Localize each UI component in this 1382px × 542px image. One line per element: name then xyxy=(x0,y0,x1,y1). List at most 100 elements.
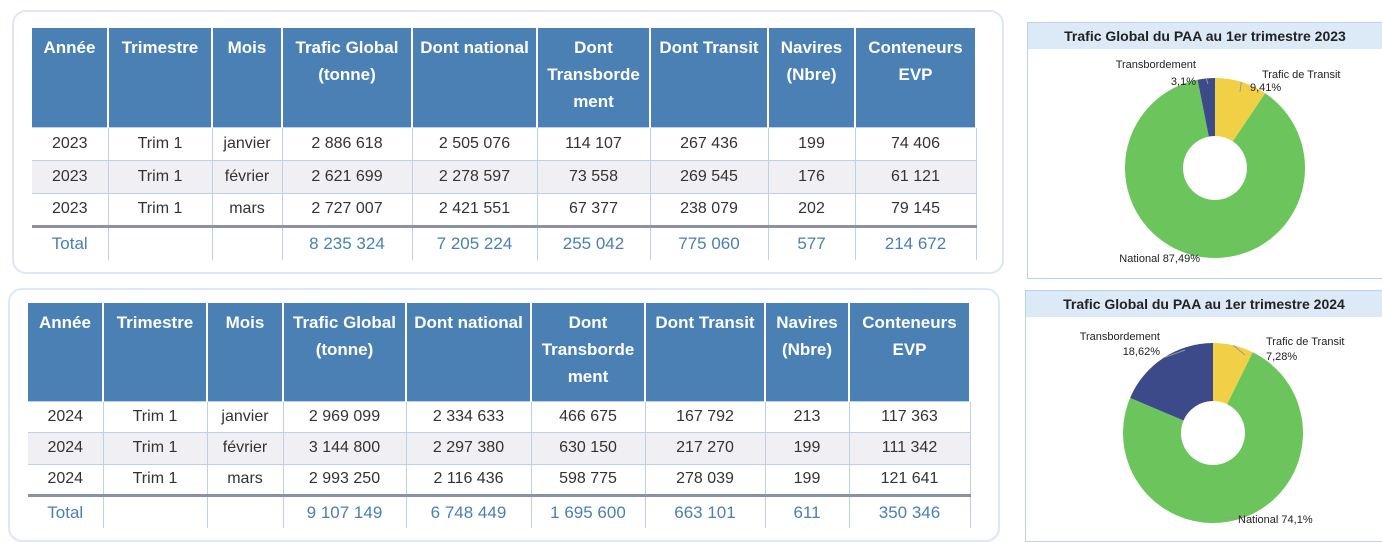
total-cell: 7 205 224 xyxy=(412,224,538,260)
total-cell: 775 060 xyxy=(650,224,769,260)
category-label: Transbordement xyxy=(1116,59,1196,71)
slice-label: Trafic de Transit xyxy=(1266,336,1344,348)
total-row: Total 9 107 149 6 748 449 1 695 600 663 101 6… xyxy=(28,494,971,528)
cell: 117 363 xyxy=(849,400,971,433)
cell: 2023 xyxy=(32,192,109,226)
donut-slice xyxy=(1125,79,1305,259)
chart-title: Trafic Global du PAA au 1er trimestre 20… xyxy=(1028,23,1382,49)
total-cell: 214 672 xyxy=(855,224,977,260)
column-header: Trafic Global (tonne) xyxy=(282,28,413,127)
cell: 61 121 xyxy=(855,159,977,193)
cell: 2024 xyxy=(28,432,104,464)
total-cell: 255 042 xyxy=(537,224,651,260)
donut-slice xyxy=(1123,352,1303,523)
cell: 2023 xyxy=(32,159,109,193)
cell: 2 886 618 xyxy=(282,126,413,160)
column-header: Dont Transit xyxy=(645,303,766,401)
cell: 2 116 436 xyxy=(406,463,532,496)
total-row: Total 8 235 324 7 205 224 255 042 775 060 577… xyxy=(32,224,977,260)
category-label: National xyxy=(1238,514,1278,526)
cell: 2 297 380 xyxy=(406,432,532,464)
total-label: Total xyxy=(28,494,104,528)
cell xyxy=(212,224,283,260)
leader-line xyxy=(1239,81,1242,93)
row: 2023 Trim 1 janvier 2 886 618 2 505 076 114 1… xyxy=(32,126,977,160)
column-header: Dont Transbordement xyxy=(531,303,646,401)
total-cell: 577 xyxy=(768,224,856,260)
cell: 466 675 xyxy=(531,400,646,433)
total-cell: 8 235 324 xyxy=(282,224,413,260)
cell: 73 558 xyxy=(537,159,651,193)
donut-slice xyxy=(1215,78,1266,142)
cell xyxy=(207,494,284,528)
column-header: Mois xyxy=(207,303,284,401)
cell: 2 278 597 xyxy=(412,159,538,193)
cell: 630 150 xyxy=(531,432,646,464)
donut-slice xyxy=(1197,78,1215,137)
column-header: Trimestre xyxy=(103,303,208,401)
row: 2024 Trim 1 janvier 2 969 099 2 334 633 466 6… xyxy=(28,400,971,433)
cell: 217 270 xyxy=(645,432,766,464)
slice-label: Transbordement xyxy=(1116,59,1196,71)
donut-slice xyxy=(1213,343,1253,405)
cell: 199 xyxy=(765,463,850,496)
chart-card: Trafic Global du PAA au 1er trimestre 20… xyxy=(1027,22,1382,279)
cell: 2 993 250 xyxy=(283,463,407,496)
cell: 267 436 xyxy=(650,126,769,160)
value-label: 9,41% xyxy=(1250,82,1281,94)
cell: janvier xyxy=(212,126,283,160)
category-label: Trafic de Transit xyxy=(1262,69,1340,81)
column-header: Dont Transit xyxy=(650,28,769,127)
cell: 74 406 xyxy=(855,126,977,160)
data-table: Année Trimestre Mois Trafic Global (tonne) D… xyxy=(28,303,971,528)
header-row: Année Trimestre Mois Trafic Global (tonne) D… xyxy=(32,28,977,127)
cell: 213 xyxy=(765,400,850,433)
value-label: 74,1% xyxy=(1281,514,1312,526)
total-cell: 9 107 149 xyxy=(283,494,407,528)
cell xyxy=(103,494,208,528)
chart-title: Trafic Global du PAA au 1er trimestre 20… xyxy=(1026,291,1382,317)
value-label: 7,28% xyxy=(1266,351,1297,363)
row: 2023 Trim 1 février 2 621 699 2 278 597 73 55… xyxy=(32,159,977,193)
cell: 176 xyxy=(768,159,856,193)
column-header: Trimestre xyxy=(108,28,213,127)
cell: février xyxy=(207,432,284,464)
slice-label: Trafic de Transit xyxy=(1262,69,1340,81)
cell: 2024 xyxy=(28,400,104,433)
column-header: Navires (Nbre) xyxy=(765,303,850,401)
row: 2023 Trim 1 mars 2 727 007 2 421 551 67 377 23… xyxy=(32,192,977,226)
cell: Trim 1 xyxy=(108,126,213,160)
data-table: Année Trimestre Mois Trafic Global (tonne) D… xyxy=(32,28,977,260)
cell: 269 545 xyxy=(650,159,769,193)
total-cell: 611 xyxy=(765,494,850,528)
leader-line xyxy=(1189,254,1198,257)
cell: 2 421 551 xyxy=(412,192,538,226)
cell xyxy=(108,224,213,260)
column-header: Navires (Nbre) xyxy=(768,28,856,127)
column-header: Conteneurs EVP xyxy=(855,28,977,127)
donut-slice xyxy=(1130,343,1213,421)
cell: 199 xyxy=(768,126,856,160)
cell: 238 079 xyxy=(650,192,769,226)
slice-label: National 74,1% xyxy=(1238,514,1313,526)
column-header: Mois xyxy=(212,28,283,127)
cell: 2 969 099 xyxy=(283,400,407,433)
cell: février xyxy=(212,159,283,193)
total-cell: 6 748 449 xyxy=(406,494,532,528)
cell: 67 377 xyxy=(537,192,651,226)
cell: Trim 1 xyxy=(103,463,208,496)
cell: 111 342 xyxy=(849,432,971,464)
cell: Trim 1 xyxy=(108,159,213,193)
column-header: Conteneurs EVP xyxy=(849,303,971,401)
row: 2024 Trim 1 février 3 144 800 2 297 380 630 1… xyxy=(28,432,971,464)
cell: 2 621 699 xyxy=(282,159,413,193)
cell: 202 xyxy=(768,192,856,226)
cell: mars xyxy=(212,192,283,226)
cell: 121 641 xyxy=(849,463,971,496)
column-header: Année xyxy=(32,28,109,127)
cell: Trim 1 xyxy=(108,192,213,226)
chart-card: Trafic Global du PAA au 1er trimestre 20… xyxy=(1025,290,1382,542)
column-header: Trafic Global (tonne) xyxy=(283,303,407,401)
category-label: National xyxy=(1119,253,1159,265)
